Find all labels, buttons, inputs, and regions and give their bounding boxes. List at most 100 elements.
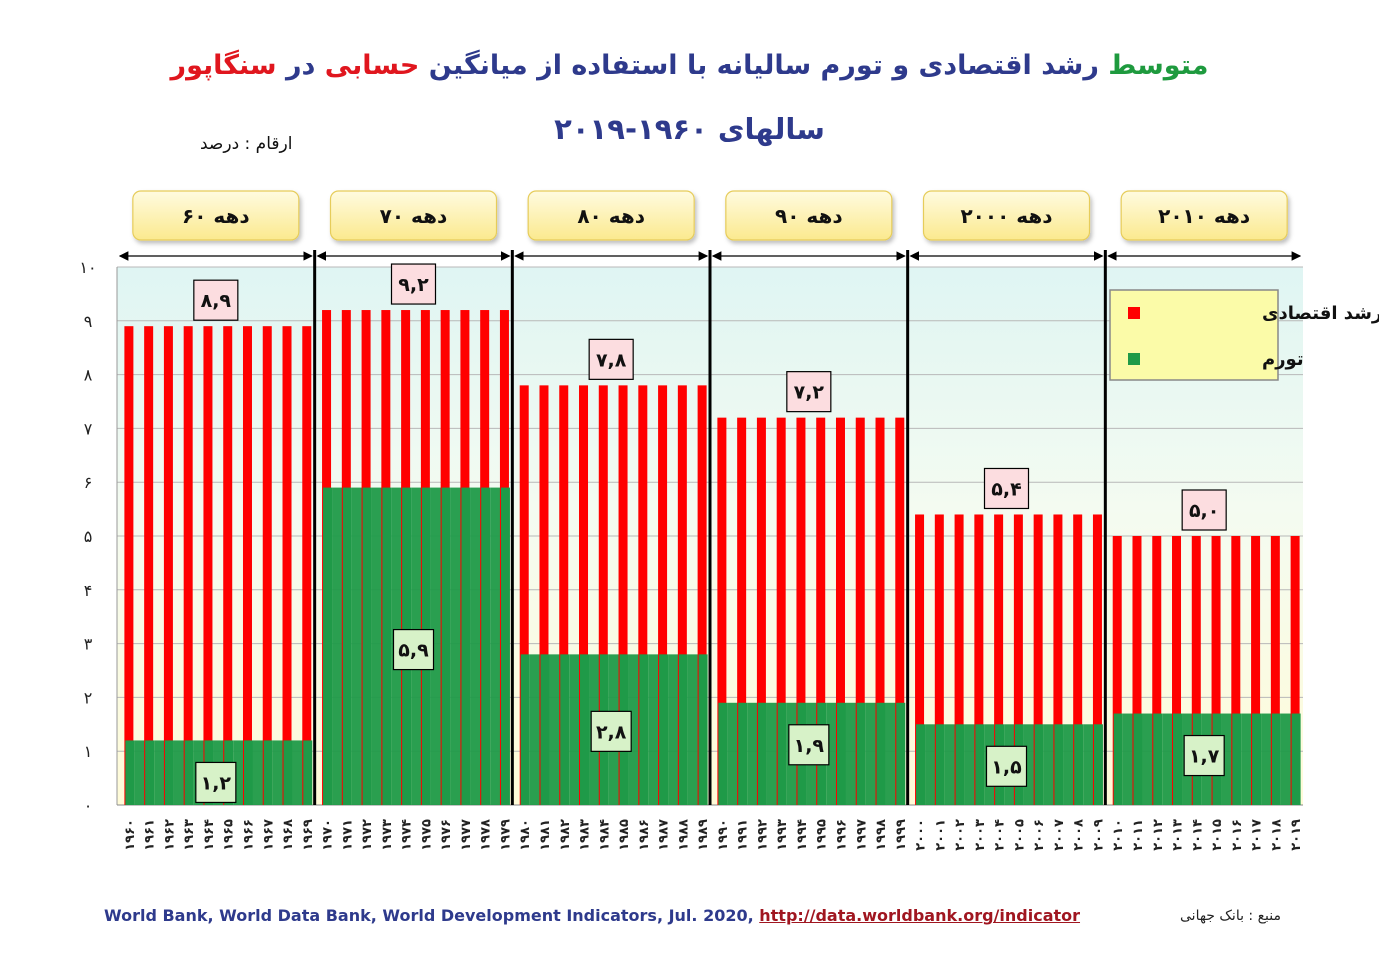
inflation-value-label: ۲,۸ — [596, 721, 627, 743]
inflation-bar — [303, 740, 313, 805]
x-tick-label: ۲۰۱۹ — [1289, 819, 1304, 851]
growth-bar — [816, 417, 826, 805]
x-tick-label: ۱۹۹۵ — [815, 819, 830, 851]
growth-bar — [242, 326, 252, 805]
inflation-value-label: ۱,۵ — [991, 756, 1022, 778]
source-text: World Bank, World Data Bank, World Devel… — [104, 906, 760, 925]
inflation-bar-gap — [332, 487, 343, 805]
x-tick-label: ۱۹۹۱ — [736, 819, 751, 851]
x-tick-label: ۲۰۰۳ — [973, 819, 988, 851]
growth-bar — [658, 385, 668, 805]
inflation-bar — [283, 740, 293, 805]
inflation-bar — [738, 702, 748, 805]
decade-tab-label: دهه ۲۰۱۰ — [1158, 204, 1250, 228]
inflation-value-label: ۱,۹ — [794, 735, 825, 757]
y-tick-label: ۲ — [84, 688, 93, 707]
inflation-bar — [757, 702, 767, 805]
growth-bar — [1112, 536, 1122, 805]
inflation-bar — [1133, 713, 1143, 805]
inflation-bar-gap — [628, 654, 640, 805]
legend-label: تورم — [1262, 349, 1304, 370]
x-tick-label: ۲۰۰۷ — [1052, 819, 1067, 851]
inflation-bar-gap — [925, 724, 936, 805]
inflation-bar — [639, 654, 649, 805]
inflation-bar-gap — [1261, 713, 1272, 805]
inflation-bar-gap — [766, 702, 778, 805]
x-tick-label: ۱۹۶۱ — [143, 819, 158, 851]
x-tick-label: ۱۹۶۴ — [202, 819, 217, 851]
growth-bar — [1270, 536, 1280, 805]
x-tick-label: ۱۹۶۸ — [281, 819, 296, 851]
inflation-value-label: ۵,۹ — [398, 640, 429, 662]
growth-bar — [539, 385, 549, 805]
x-tick-label: ۱۹۷۵ — [419, 819, 434, 851]
inflation-bar — [184, 740, 194, 805]
growth-bar — [677, 385, 687, 805]
x-tick-label: ۱۹۹۲ — [755, 819, 770, 851]
inflation-bar-gap — [1043, 724, 1055, 805]
x-tick-label: ۱۹۹۰ — [716, 819, 731, 851]
inflation-bar — [560, 654, 570, 805]
x-tick-label: ۲۰۱۸ — [1269, 819, 1284, 851]
growth-bar — [598, 385, 608, 805]
legend-swatch — [1128, 353, 1140, 365]
growth-bar — [124, 326, 134, 805]
growth-bar — [618, 385, 628, 805]
growth-bar — [1152, 536, 1162, 805]
inflation-bar-gap — [1083, 724, 1094, 805]
inflation-bar — [975, 724, 985, 805]
inflation-bar-gap — [727, 702, 739, 805]
x-tick-label: ۱۹۷۳ — [380, 819, 395, 851]
x-tick-label: ۲۰۰۹ — [1091, 819, 1106, 851]
inflation-bar — [1074, 724, 1084, 805]
x-tick-label: ۱۹۸۲ — [558, 819, 573, 851]
inflation-bar-gap — [252, 740, 264, 805]
title-part-average: متوسط — [1108, 50, 1209, 81]
growth-bar — [1231, 536, 1241, 805]
inflation-bar — [580, 654, 590, 805]
growth-bar — [1172, 536, 1182, 805]
inflation-bar-gap — [470, 487, 482, 805]
decade-tab-label: دهه ۷۰ — [380, 204, 448, 228]
legend-label: رشد اقتصادی — [1262, 303, 1379, 324]
growth-value-label: ۹,۲ — [398, 274, 429, 296]
chart-subtitle: سالهای ۱۹۶۰-۲۰۱۹ — [554, 112, 825, 146]
x-tick-label: ۲۰۱۳ — [1171, 819, 1186, 851]
x-tick-label: ۱۹۷۴ — [400, 819, 415, 851]
inflation-bar-gap — [490, 487, 501, 805]
inflation-bar-gap — [233, 740, 244, 805]
growth-bar — [163, 326, 173, 805]
inflation-bar — [382, 487, 392, 805]
inflation-bar-gap — [885, 702, 897, 805]
inflation-bar-gap — [1063, 724, 1075, 805]
x-tick-label: ۱۹۶۰ — [123, 819, 138, 851]
source-link[interactable]: http://data.worldbank.org/indicator — [759, 906, 1081, 925]
x-tick-label: ۱۹۹۷ — [854, 819, 869, 851]
growth-bar — [875, 417, 885, 805]
inflation-bar — [323, 487, 333, 805]
inflation-bar — [1252, 713, 1262, 805]
x-tick-label: ۲۰۰۲ — [953, 819, 968, 851]
y-tick-label: ۳ — [84, 635, 93, 654]
growth-bar — [835, 417, 845, 805]
x-tick-label: ۱۹۷۰ — [321, 819, 336, 851]
decade-tab-label: دهه ۹۰ — [775, 204, 843, 228]
growth-bar — [302, 326, 312, 805]
inflation-bar — [125, 740, 135, 805]
growth-bar — [1092, 514, 1102, 805]
inflation-bar — [520, 654, 530, 805]
x-tick-label: ۱۹۶۲ — [162, 819, 177, 851]
y-tick-label: ۶ — [84, 473, 93, 492]
x-tick-label: ۲۰۱۷ — [1250, 819, 1265, 851]
inflation-bar — [659, 654, 669, 805]
inflation-value-box — [590, 710, 632, 752]
growth-value-label: ۷,۲ — [794, 382, 825, 404]
growth-bar — [1211, 536, 1221, 805]
inflation-bar — [540, 654, 550, 805]
x-tick-label: ۱۹۶۹ — [301, 819, 316, 851]
title-part-in: در — [276, 50, 325, 81]
inflation-bar — [876, 702, 886, 805]
decade-tab — [1120, 190, 1288, 241]
x-tick-label: ۲۰۱۲ — [1151, 819, 1166, 851]
x-tick-label: ۱۹۸۳ — [578, 819, 593, 851]
